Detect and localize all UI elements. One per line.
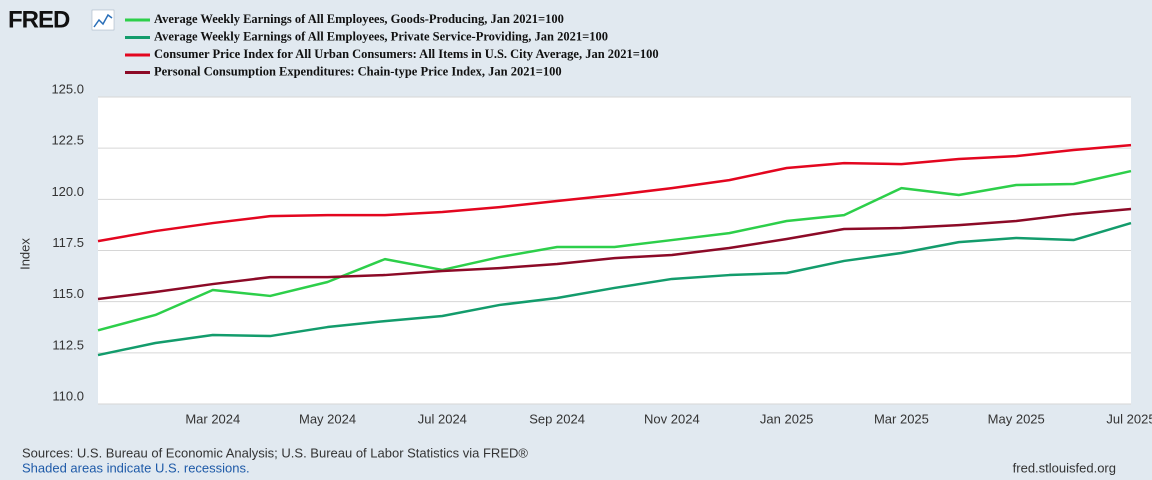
source: Sources: U.S. Bureau of Economic Analysi… xyxy=(22,445,528,460)
x-tick-label: Jan 2025 xyxy=(760,411,814,426)
x-tick-label: Jul 2024 xyxy=(418,411,467,426)
series-line xyxy=(97,169,1132,332)
x-tick-label: Nov 2024 xyxy=(644,411,700,426)
x-tick-label: Mar 2024 xyxy=(185,411,240,426)
y-tick-label: 112.5 xyxy=(52,337,84,352)
legend-label: Average Weekly Earnings of All Employees… xyxy=(154,12,564,26)
x-tick-label: Mar 2025 xyxy=(874,411,929,426)
y-axis-label: Index xyxy=(17,238,32,270)
x-tick-label: May 2025 xyxy=(988,411,1045,426)
x-tick-label: Sep 2024 xyxy=(529,411,585,426)
legend-label: Average Weekly Earnings of All Employees… xyxy=(154,29,608,43)
x-tick-label: May 2024 xyxy=(299,411,356,426)
y-tick-label: 117.5 xyxy=(52,235,84,250)
x-tick-label: Jul 2025 xyxy=(1106,411,1152,426)
logo: FRED xyxy=(8,6,70,33)
legend-label: Consumer Price Index for All Urban Consu… xyxy=(154,47,659,61)
y-tick-label: 122.5 xyxy=(51,133,84,148)
y-tick-label: 120.0 xyxy=(51,184,84,199)
note: Shaded areas indicate U.S. recessions. xyxy=(22,460,250,475)
series-line xyxy=(97,143,1132,243)
y-tick-label: 110.0 xyxy=(52,388,84,403)
y-tick-label: 125.0 xyxy=(51,81,84,96)
site: fred.stlouisfed.org xyxy=(1013,460,1116,475)
legend-label: Personal Consumption Expenditures: Chain… xyxy=(154,64,562,78)
y-tick-label: 115.0 xyxy=(52,286,84,301)
logo-icon xyxy=(91,9,115,31)
series-line xyxy=(97,221,1132,357)
series-line xyxy=(97,207,1132,301)
